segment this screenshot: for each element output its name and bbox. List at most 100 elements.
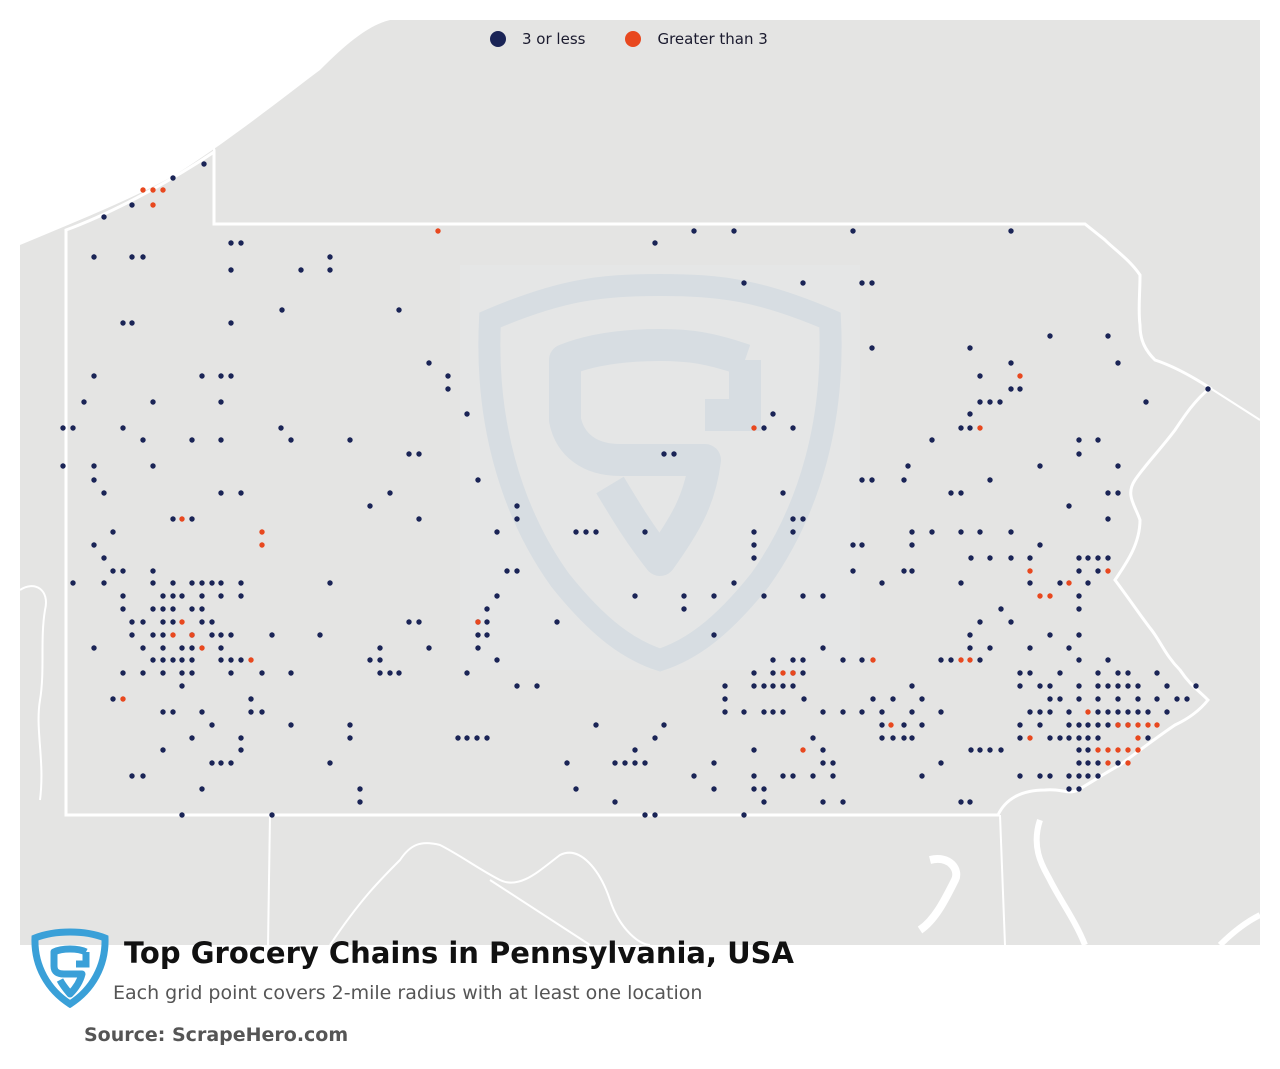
grid-point-low	[890, 696, 896, 702]
grid-point-low	[170, 580, 176, 586]
grid-point-low	[189, 437, 195, 443]
grid-point-low	[761, 799, 767, 805]
grid-point-low	[464, 735, 470, 741]
grid-point-low	[722, 696, 728, 702]
grid-point-low	[179, 593, 185, 599]
grid-point-low	[977, 619, 983, 625]
grid-point-low	[938, 709, 944, 715]
legend-item-high[interactable]: Greater than 3	[625, 30, 768, 48]
grid-point-low	[1047, 632, 1053, 638]
grid-point-low	[1145, 709, 1151, 715]
grid-point-low	[1154, 670, 1160, 676]
grid-point-high	[179, 619, 185, 625]
grid-point-low	[612, 760, 618, 766]
grid-point-low	[1085, 773, 1091, 779]
grid-point-low	[160, 645, 166, 651]
grid-point-low	[958, 490, 964, 496]
grid-point-low	[919, 696, 925, 702]
grid-point-low	[1066, 773, 1072, 779]
grid-point-low	[269, 632, 275, 638]
grid-point-low	[1105, 490, 1111, 496]
grid-point-low	[901, 477, 907, 483]
grid-point-low	[150, 606, 156, 612]
grid-point-high	[958, 657, 964, 663]
grid-point-low	[387, 490, 393, 496]
grid-point-low	[901, 735, 907, 741]
grid-point-low	[1105, 333, 1111, 339]
grid-point-low	[218, 490, 224, 496]
grid-point-low	[642, 760, 648, 766]
grid-point-low	[1076, 773, 1082, 779]
grid-point-low	[288, 670, 294, 676]
grid-point-low	[1115, 696, 1121, 702]
grid-point-high	[150, 187, 156, 193]
map-canvas[interactable]	[0, 0, 1280, 945]
grid-point-low	[564, 760, 570, 766]
grid-point-low	[140, 619, 146, 625]
grid-point-low	[711, 593, 717, 599]
grid-point-low	[1066, 722, 1072, 728]
grid-point-low	[1027, 645, 1033, 651]
grid-point-low	[1095, 437, 1101, 443]
grid-point-low	[938, 657, 944, 663]
grid-point-low	[101, 214, 107, 220]
grid-point-low	[218, 645, 224, 651]
grid-point-low	[288, 437, 294, 443]
grid-point-low	[780, 709, 786, 715]
grid-point-low	[573, 786, 579, 792]
grid-point-low	[199, 580, 205, 586]
grid-point-low	[140, 645, 146, 651]
grid-point-low	[1076, 555, 1082, 561]
grid-point-low	[209, 760, 215, 766]
grid-point-low	[593, 529, 599, 535]
grid-point-low	[967, 632, 973, 638]
grid-point-low	[1027, 709, 1033, 715]
grid-point-low	[445, 386, 451, 392]
grid-point-low	[1076, 735, 1082, 741]
grid-point-low	[820, 760, 826, 766]
grid-point-low	[228, 267, 234, 273]
legend-item-low[interactable]: 3 or less	[490, 30, 585, 48]
grid-point-low	[199, 593, 205, 599]
grid-point-low	[948, 490, 954, 496]
grid-point-low	[327, 254, 333, 260]
grid-point-low	[327, 580, 333, 586]
grid-point-low	[929, 529, 935, 535]
grid-point-low	[91, 477, 97, 483]
grid-point-low	[820, 709, 826, 715]
grid-point-low	[1115, 709, 1121, 715]
grid-point-high	[780, 670, 786, 676]
grid-point-low	[1076, 696, 1082, 702]
grid-point-low	[278, 425, 284, 431]
grid-point-low	[1095, 696, 1101, 702]
grid-point-low	[1085, 747, 1091, 753]
grid-point-low	[1085, 580, 1091, 586]
grid-point-low	[1017, 773, 1023, 779]
grid-point-low	[820, 645, 826, 651]
grid-point-low	[1095, 709, 1101, 715]
grid-point-low	[909, 568, 915, 574]
grid-point-low	[60, 463, 66, 469]
grid-point-low	[1037, 722, 1043, 728]
grid-point-low	[790, 657, 796, 663]
legend: 3 or less Greater than 3	[490, 30, 798, 48]
grid-point-low	[1095, 722, 1101, 728]
grid-point-low	[909, 542, 915, 548]
grid-point-low	[554, 619, 560, 625]
grid-point-low	[238, 593, 244, 599]
grid-point-low	[1057, 696, 1063, 702]
grid-point-low	[968, 747, 974, 753]
grid-point-low	[377, 670, 383, 676]
grid-point-high	[1105, 760, 1111, 766]
grid-point-low	[228, 632, 234, 638]
grid-point-low	[612, 799, 618, 805]
grid-point-low	[691, 773, 697, 779]
grid-point-low	[1066, 503, 1072, 509]
grid-point-low	[1066, 709, 1072, 715]
grid-point-low	[790, 683, 796, 689]
grid-point-low	[120, 320, 126, 326]
grid-point-low	[968, 555, 974, 561]
grid-point-low	[681, 593, 687, 599]
grid-point-low	[1037, 709, 1043, 715]
grid-point-low	[91, 254, 97, 260]
